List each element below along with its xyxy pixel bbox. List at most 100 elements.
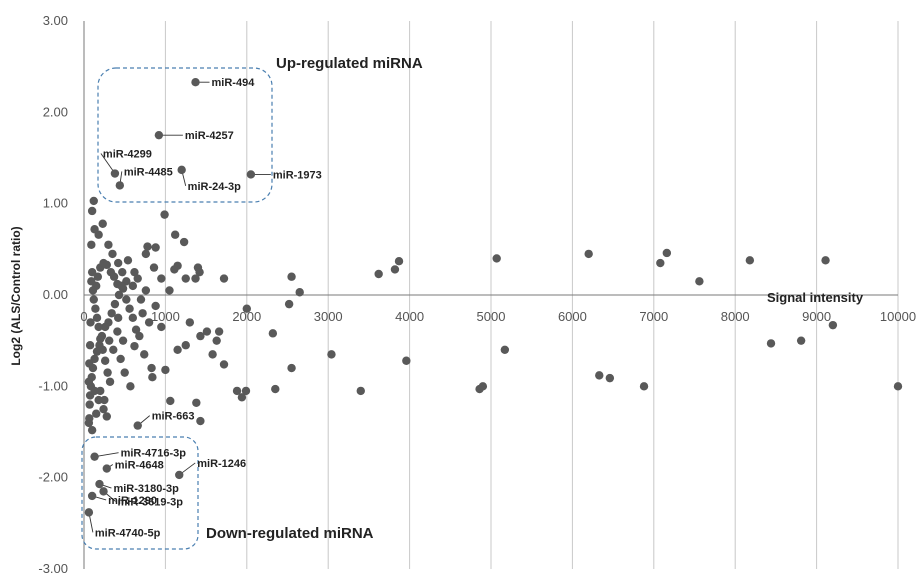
y-tick-label: 0.00 — [43, 287, 68, 302]
data-point — [165, 286, 174, 295]
data-point — [195, 267, 204, 277]
data-point — [170, 265, 179, 274]
labeled-data-point — [87, 491, 97, 501]
data-point — [87, 277, 96, 286]
data-point — [125, 304, 134, 313]
data-point — [90, 386, 99, 396]
data-point — [102, 260, 111, 270]
data-point — [100, 356, 110, 365]
point-label: miR-3619-3p — [118, 496, 184, 508]
up-regulated-label: Up-regulated miRNA — [276, 55, 423, 72]
point-label: miR-1246 — [197, 458, 246, 470]
data-point — [138, 309, 147, 318]
data-point — [141, 249, 151, 259]
data-point — [196, 416, 205, 426]
data-point — [87, 206, 97, 216]
data-point — [122, 295, 131, 304]
data-point — [123, 256, 133, 265]
data-point — [242, 304, 251, 313]
data-point — [94, 322, 103, 332]
data-point — [114, 290, 124, 300]
x-tick-label: 9000 — [802, 309, 831, 324]
x-axis-label: Signal intensity — [767, 290, 864, 305]
data-points — [84, 196, 903, 435]
data-point — [821, 256, 830, 265]
data-point — [98, 345, 107, 354]
point-label: miR-24-3p — [188, 181, 241, 193]
data-point — [295, 288, 304, 297]
data-point — [796, 336, 806, 345]
data-point — [133, 274, 142, 283]
point-label: miR-4485 — [124, 166, 173, 178]
data-point — [148, 373, 157, 382]
data-point — [166, 396, 175, 406]
data-point — [157, 322, 166, 332]
labeled-data-point — [246, 170, 256, 179]
x-tick-label: 4000 — [395, 309, 424, 324]
data-point — [93, 272, 103, 281]
point-label: miR-1973 — [273, 169, 322, 181]
data-point — [478, 382, 488, 391]
data-point — [179, 237, 189, 247]
data-point — [135, 331, 144, 341]
data-point — [91, 304, 100, 313]
point-label: miR-494 — [212, 77, 256, 89]
data-point — [161, 365, 170, 375]
data-point — [268, 329, 278, 338]
labeled-data-point — [99, 487, 108, 496]
data-point — [185, 318, 195, 327]
data-point — [104, 240, 113, 249]
y-tick-label: -1.00 — [38, 378, 68, 393]
x-tick-label: 8000 — [721, 309, 750, 324]
data-point — [131, 325, 141, 334]
data-point — [402, 356, 411, 365]
data-point — [87, 267, 97, 277]
data-point — [141, 286, 151, 295]
labeled-data-point — [191, 77, 200, 87]
data-point — [118, 336, 128, 345]
data-point — [94, 395, 103, 405]
labeled-data-point — [133, 421, 142, 430]
data-point — [126, 382, 135, 391]
data-point — [584, 249, 593, 259]
labeled-points: miR-494 miR-4257 miR-4299 miR-4485 miR-24-3p… — [84, 77, 322, 539]
x-tick-labels: 0 1000 2000 3000 4000 5000 6000 7000 8000 9000 100… — [80, 309, 916, 324]
data-point — [191, 274, 200, 283]
data-point — [828, 320, 838, 330]
y-tick-labels: 3.00 2.00 1.00 0.00 -1.00 -2.00 -3.00 — [38, 13, 68, 575]
data-point — [500, 345, 510, 354]
data-point — [113, 313, 123, 323]
data-point — [181, 341, 190, 350]
data-point — [196, 331, 205, 341]
labeled-data-point — [90, 452, 99, 461]
data-point — [89, 196, 98, 206]
data-point — [100, 322, 110, 332]
data-point — [117, 281, 126, 291]
data-point — [105, 377, 115, 386]
data-point — [99, 404, 108, 414]
data-point — [271, 384, 280, 394]
labeled-data-point — [95, 479, 104, 489]
data-point — [745, 256, 755, 265]
data-point — [84, 418, 94, 428]
data-point — [147, 363, 156, 373]
data-point — [87, 425, 97, 435]
y-axis-label: Log2 (ALS/Control ratio) — [9, 226, 23, 365]
data-point — [118, 267, 127, 277]
y-tick-label: -3.00 — [38, 561, 68, 575]
y-tick-label: 3.00 — [43, 13, 68, 28]
x-tick-label: 3000 — [314, 309, 343, 324]
data-point — [287, 272, 296, 281]
data-point — [356, 386, 365, 396]
data-point — [113, 327, 122, 336]
point-label: miR-4740-5p — [95, 527, 161, 539]
data-point — [656, 258, 665, 268]
data-point — [237, 393, 247, 402]
labeled-data-point — [175, 470, 184, 480]
x-tick-label: 6000 — [558, 309, 587, 324]
data-point — [136, 295, 146, 304]
data-point — [94, 230, 103, 239]
labeled-data-point — [102, 464, 111, 473]
data-point — [893, 382, 903, 391]
